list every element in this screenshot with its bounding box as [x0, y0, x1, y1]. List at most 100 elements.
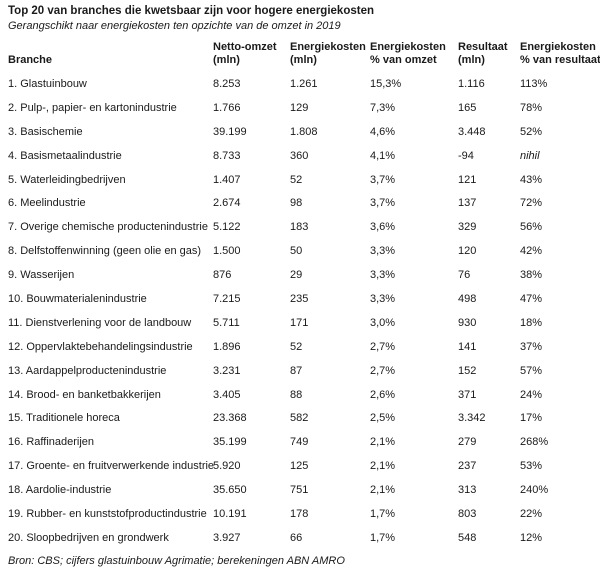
- energiekosten-cell: 125: [290, 460, 309, 473]
- netto-omzet-cell: 5.920: [213, 460, 241, 473]
- pct-omzet-cell: 2,1%: [370, 460, 396, 473]
- netto-omzet-cell: 39.199: [213, 125, 247, 138]
- branche-cell: 12. Oppervlaktebehandelingsindustrie: [8, 340, 193, 353]
- pct-omzet-cell: 3,3%: [370, 269, 396, 282]
- resultaat-cell: 120: [458, 245, 477, 258]
- source-note: Bron: CBS; cijfers glastuinbouw Agrimati…: [8, 554, 345, 567]
- pct-resultaat-cell: 53%: [520, 460, 543, 473]
- pct-omzet-cell: 3,6%: [370, 221, 396, 234]
- table-header-row: Branche Netto-omzet (mln) Energiekosten …: [8, 41, 600, 66]
- pct-resultaat-cell: 268%: [520, 436, 549, 449]
- pct-resultaat-cell: 56%: [520, 221, 543, 234]
- netto-omzet-cell: 1.407: [213, 173, 241, 186]
- pct-resultaat-cell: 240%: [520, 484, 549, 497]
- pct-resultaat-cell: nihil: [520, 149, 540, 162]
- resultaat-cell: 930: [458, 316, 477, 329]
- netto-omzet-cell: 35.650: [213, 484, 247, 497]
- table-row: 8. Delfstoffenwinning (geen olie en gas)…: [8, 239, 592, 263]
- energiekosten-cell: 183: [290, 221, 309, 234]
- resultaat-cell: 141: [458, 340, 477, 353]
- netto-omzet-cell: 3.927: [213, 531, 241, 544]
- resultaat-cell: 152: [458, 364, 477, 377]
- pct-omzet-cell: 1,7%: [370, 507, 396, 520]
- netto-omzet-cell: 23.368: [213, 412, 247, 425]
- pct-omzet-cell: 7,3%: [370, 101, 396, 114]
- table-row: 14. Brood- en banketbakkerijen 3.405 88 2,6…: [8, 383, 592, 407]
- pct-omzet-cell: 3,7%: [370, 173, 396, 186]
- energiekosten-cell: 29: [290, 269, 303, 282]
- netto-omzet-cell: 2.674: [213, 197, 241, 210]
- pct-resultaat-cell: 42%: [520, 245, 543, 258]
- branche-cell: 15. Traditionele horeca: [8, 412, 120, 425]
- netto-omzet-cell: 3.405: [213, 388, 241, 401]
- table-row: 19. Rubber- en kunststofproductindustrie…: [8, 502, 592, 526]
- energiekosten-cell: 749: [290, 436, 309, 449]
- pct-omzet-cell: 4,6%: [370, 125, 396, 138]
- energiekosten-cell: 66: [290, 531, 303, 544]
- pct-resultaat-cell: 17%: [520, 412, 543, 425]
- energiekosten-cell: 1.808: [290, 125, 318, 138]
- pct-omzet-cell: 15,3%: [370, 77, 402, 90]
- table-row: 7. Overige chemische productenindustrie 5…: [8, 215, 592, 239]
- resultaat-cell: 498: [458, 292, 477, 305]
- column-header-energiekosten: Energiekosten (mln): [290, 41, 366, 66]
- netto-omzet-cell: 876: [213, 269, 232, 282]
- netto-omzet-cell: 1.896: [213, 340, 241, 353]
- energiekosten-cell: 751: [290, 484, 309, 497]
- pct-resultaat-cell: 38%: [520, 269, 543, 282]
- resultaat-cell: 3.448: [458, 125, 486, 138]
- branche-cell: 5. Waterleidingbedrijven: [8, 173, 126, 186]
- pct-omzet-cell: 4,1%: [370, 149, 396, 162]
- branche-cell: 8. Delfstoffenwinning (geen olie en gas): [8, 245, 202, 258]
- resultaat-cell: 3.342: [458, 412, 486, 425]
- table-row: 10. Bouwmaterialenindustrie 7.215 235 3,3% 4…: [8, 287, 592, 311]
- pct-omzet-cell: 2,7%: [370, 340, 396, 353]
- netto-omzet-cell: 1.500: [213, 245, 241, 258]
- branche-cell: 16. Raffinaderijen: [8, 436, 95, 449]
- netto-omzet-cell: 5.122: [213, 221, 241, 234]
- energiekosten-cell: 1.261: [290, 77, 318, 90]
- energiekosten-cell: 87: [290, 364, 303, 377]
- figure-subtitle: Gerangschikt naar energiekosten ten opzi…: [8, 20, 341, 32]
- column-header-energiekosten-pct-omzet: Energiekosten % van omzet: [370, 41, 446, 66]
- table-body: 1. Glastuinbouw 8.253 1.261 15,3% 1.116 113% 2…: [8, 72, 592, 550]
- resultaat-cell: 76: [458, 269, 471, 282]
- netto-omzet-cell: 1.766: [213, 101, 241, 114]
- netto-omzet-cell: 3.231: [213, 364, 241, 377]
- pct-resultaat-cell: 22%: [520, 507, 543, 520]
- pct-omzet-cell: 2,6%: [370, 388, 396, 401]
- pct-omzet-cell: 3,3%: [370, 292, 396, 305]
- pct-omzet-cell: 2,5%: [370, 412, 396, 425]
- pct-resultaat-cell: 57%: [520, 364, 543, 377]
- netto-omzet-cell: 10.191: [213, 507, 247, 520]
- branche-cell: 20. Sloopbedrijven en grondwerk: [8, 531, 169, 544]
- branche-cell: 17. Groente- en fruitverwerkende industr…: [8, 460, 215, 473]
- pct-omzet-cell: 2,1%: [370, 436, 396, 449]
- table-row: 13. Aardappelproductenindustrie 3.231 87 2,…: [8, 359, 592, 383]
- branche-cell: 10. Bouwmaterialenindustrie: [8, 292, 147, 305]
- pct-omzet-cell: 3,0%: [370, 316, 396, 329]
- branche-cell: 18. Aardolie-industrie: [8, 484, 112, 497]
- energiekosten-cell: 88: [290, 388, 303, 401]
- pct-resultaat-cell: 24%: [520, 388, 543, 401]
- energiekosten-cell: 98: [290, 197, 303, 210]
- table-row: 6. Meelindustrie 2.674 98 3,7% 137 72%: [8, 191, 592, 215]
- netto-omzet-cell: 7.215: [213, 292, 241, 305]
- branche-cell: 3. Basischemie: [8, 125, 83, 138]
- branche-cell: 11. Dienstverlening voor de landbouw: [8, 316, 192, 329]
- energiekosten-cell: 360: [290, 149, 309, 162]
- energiekosten-cell: 178: [290, 507, 309, 520]
- netto-omzet-cell: 35.199: [213, 436, 247, 449]
- column-header-energiekosten-pct-resultaat: Energiekosten % van resultaat: [520, 41, 600, 66]
- table-row: 12. Oppervlaktebehandelingsindustrie 1.89…: [8, 335, 592, 359]
- netto-omzet-cell: 8.253: [213, 77, 241, 90]
- table-row: 16. Raffinaderijen 35.199 749 2,1% 279 268%: [8, 430, 592, 454]
- netto-omzet-cell: 5.711: [213, 316, 240, 329]
- column-header-netto-omzet: Netto-omzet (mln): [213, 41, 277, 66]
- resultaat-cell: 803: [458, 507, 477, 520]
- energiekosten-cell: 50: [290, 245, 303, 258]
- netto-omzet-cell: 8.733: [213, 149, 241, 162]
- resultaat-cell: 313: [458, 484, 477, 497]
- branche-cell: 7. Overige chemische productenindustrie: [8, 221, 208, 234]
- table-row: 4. Basismetaalindustrie 8.733 360 4,1% -94 ni…: [8, 144, 592, 168]
